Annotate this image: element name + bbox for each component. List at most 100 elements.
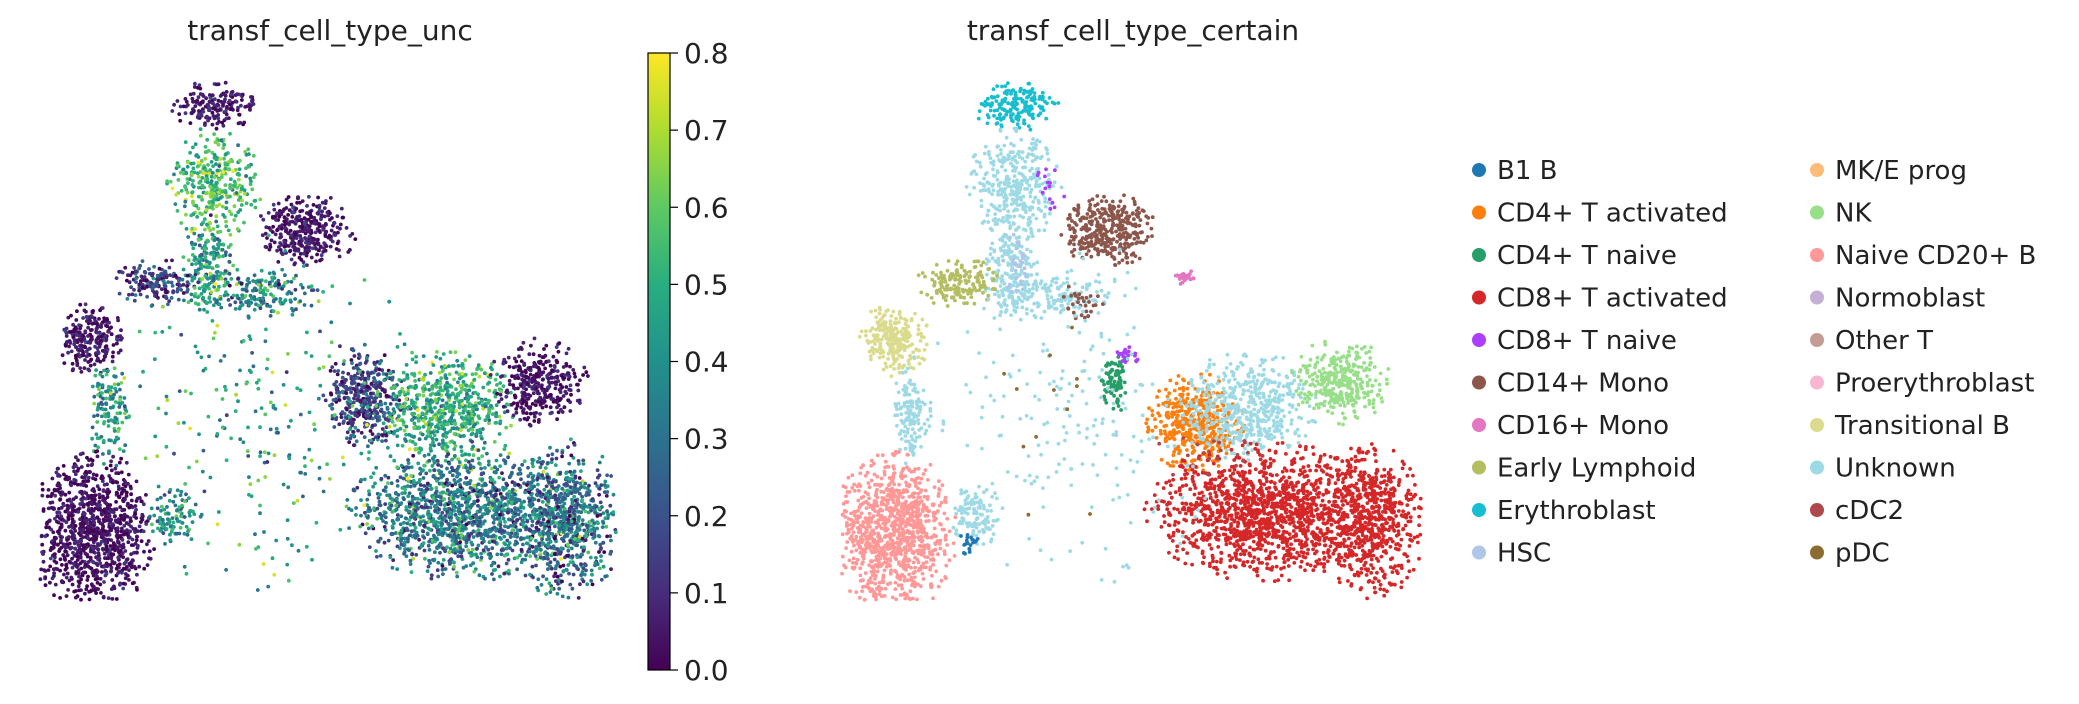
uncertainty-point	[349, 374, 354, 379]
uncertainty-point	[164, 527, 169, 531]
uncertainty-point	[193, 81, 197, 86]
uncertainty-point	[454, 395, 458, 399]
uncertainty-point	[232, 179, 237, 184]
uncertainty-point	[402, 428, 407, 433]
uncertainty-point	[258, 288, 262, 293]
uncertainty-point	[205, 114, 209, 119]
uncertainty-point	[528, 411, 533, 416]
uncertainty-point	[430, 385, 435, 390]
uncertainty-point	[165, 505, 169, 509]
uncertainty-point	[501, 477, 506, 482]
uncertainty-point	[204, 174, 209, 178]
uncertainty-point	[204, 208, 209, 212]
uncertainty-point	[452, 377, 456, 382]
uncertainty-point	[217, 177, 222, 182]
uncertainty-point	[97, 317, 101, 321]
uncertainty-point	[307, 194, 311, 199]
uncertainty-point	[289, 291, 294, 296]
uncertainty-point	[201, 99, 205, 104]
uncertainty-point	[383, 473, 388, 478]
uncertainty-point	[420, 411, 425, 416]
uncertainty-point	[383, 388, 387, 392]
uncertainty-point	[543, 366, 547, 371]
uncertainty-point	[153, 293, 157, 298]
uncertainty-point	[251, 153, 256, 158]
uncertainty-point	[542, 399, 547, 404]
uncertainty-point	[434, 381, 438, 386]
uncertainty-point	[259, 299, 263, 303]
uncertainty-point	[147, 267, 151, 271]
uncertainty-point	[83, 358, 87, 362]
uncertainty-point	[215, 109, 220, 113]
panel1-title: transf_cell_type_unc	[187, 14, 472, 47]
uncertainty-point	[212, 297, 217, 301]
uncertainty-point	[196, 164, 200, 169]
uncertainty-point	[66, 515, 71, 520]
uncertainty-point	[481, 548, 486, 553]
uncertainty-point	[330, 365, 335, 369]
uncertainty-point	[260, 233, 265, 238]
uncertainty-point	[384, 485, 388, 490]
uncertainty-point	[271, 224, 275, 229]
uncertainty-point	[215, 197, 220, 202]
uncertainty-point	[130, 581, 135, 586]
uncertainty-point	[206, 283, 210, 288]
uncertainty-point	[183, 499, 187, 504]
uncertainty-point	[519, 384, 523, 388]
uncertainty-point	[421, 354, 426, 358]
uncertainty-point	[222, 99, 227, 104]
uncertainty-point	[184, 171, 189, 176]
uncertainty-point	[430, 422, 434, 427]
uncertainty-point	[62, 361, 67, 365]
uncertainty-point	[311, 203, 316, 207]
uncertainty-point	[166, 280, 171, 284]
uncertainty-point	[214, 219, 219, 224]
uncertainty-point	[357, 352, 361, 357]
uncertainty-point	[185, 177, 190, 181]
uncertainty-point	[401, 420, 406, 424]
uncertainty-point	[277, 245, 281, 249]
uncertainty-point	[155, 497, 160, 502]
uncertainty-point	[87, 368, 92, 373]
uncertainty-point	[517, 354, 521, 359]
uncertainty-point	[423, 372, 427, 377]
uncertainty-point	[186, 160, 190, 165]
uncertainty-point	[222, 293, 227, 298]
uncertainty-point	[323, 398, 328, 403]
uncertainty-point	[193, 242, 198, 247]
uncertainty-point	[73, 524, 78, 528]
uncertainty-point	[367, 400, 372, 405]
uncertainty-point	[64, 562, 69, 567]
uncertainty-point	[471, 453, 476, 458]
uncertainty-point	[268, 228, 273, 232]
uncertainty-point	[228, 107, 233, 111]
uncertainty-point	[447, 372, 452, 377]
uncertainty-point	[111, 350, 115, 355]
uncertainty-point	[507, 378, 512, 383]
uncertainty-point	[179, 188, 184, 193]
uncertainty-point	[117, 487, 121, 491]
uncertainty-point	[323, 230, 328, 235]
uncertainty-point	[115, 526, 120, 530]
uncertainty-point	[82, 308, 87, 313]
uncertainty-point	[267, 247, 272, 252]
uncertainty-point	[224, 219, 228, 224]
uncertainty-point	[143, 270, 147, 274]
uncertainty-point	[78, 452, 83, 457]
uncertainty-point	[382, 378, 386, 383]
uncertainty-point	[229, 212, 234, 217]
uncertainty-point	[79, 465, 84, 469]
uncertainty-point	[223, 183, 228, 188]
uncertainty-point	[51, 567, 56, 572]
uncertainty-point	[149, 304, 154, 308]
uncertainty-point	[199, 133, 203, 138]
uncertainty-point	[317, 224, 322, 229]
uncertainty-point	[221, 123, 226, 128]
uncertainty-point	[511, 465, 515, 470]
uncertainty-point	[520, 462, 525, 467]
uncertainty-point	[439, 365, 444, 369]
uncertainty-point	[460, 496, 465, 501]
uncertainty-point	[224, 112, 229, 117]
uncertainty-point	[399, 405, 403, 410]
uncertainty-point	[333, 233, 338, 238]
